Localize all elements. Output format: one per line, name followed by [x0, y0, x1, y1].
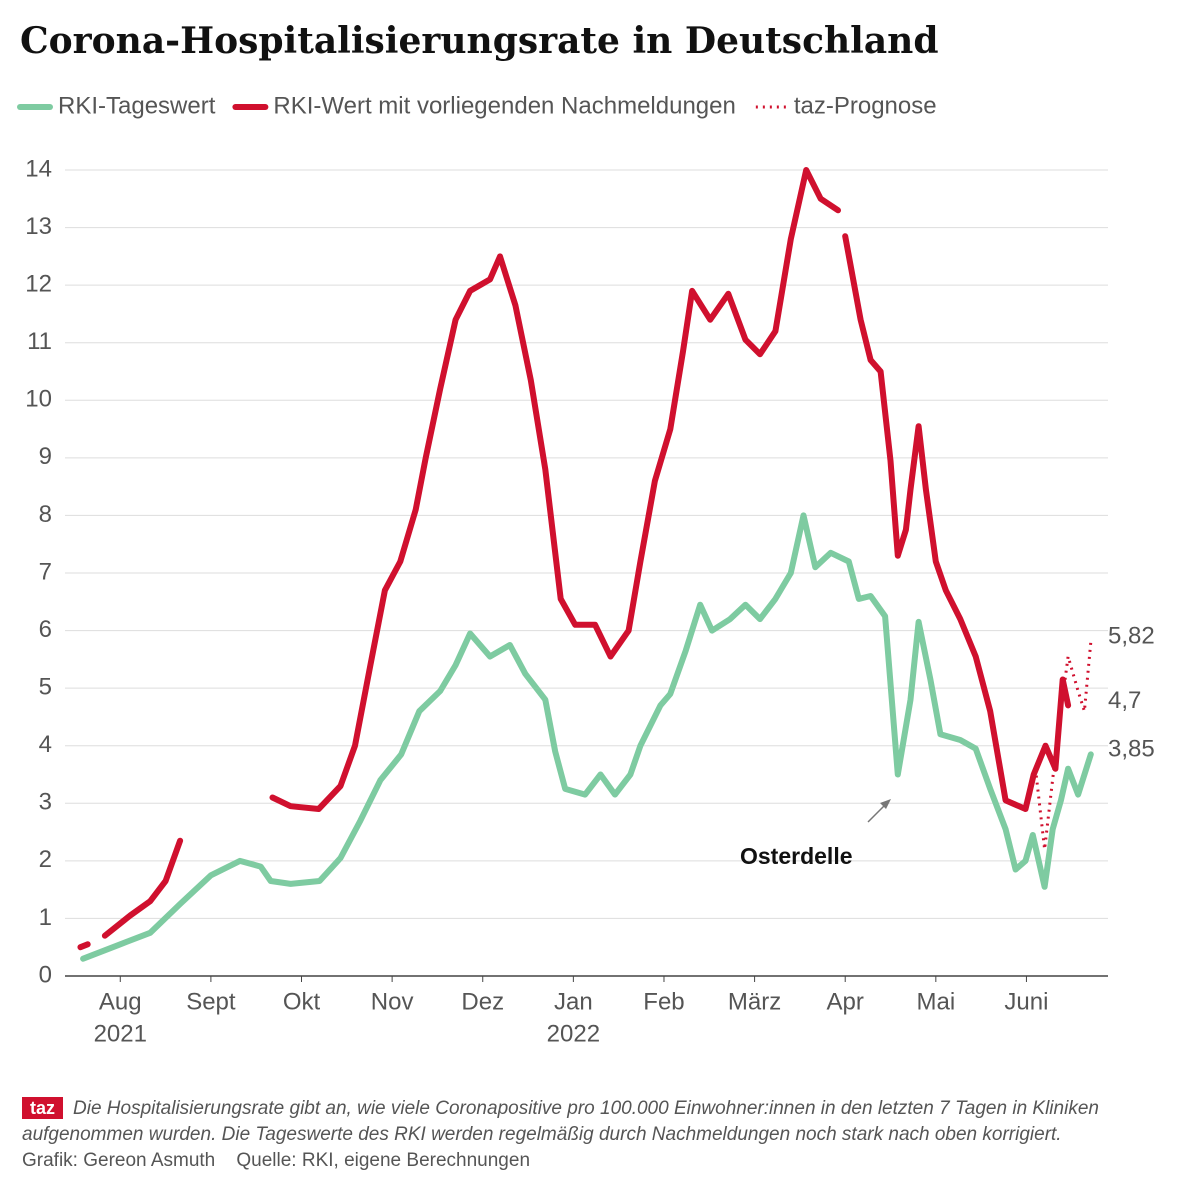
x-tick-label: Aug — [99, 988, 142, 1015]
year-label: 2022 — [547, 1020, 600, 1047]
y-tick-label: 10 — [25, 386, 52, 413]
y-tick-label: 7 — [39, 558, 52, 585]
end-label: 3,85 — [1108, 736, 1155, 763]
y-tick-label: 13 — [25, 213, 52, 240]
y-tick-label: 3 — [39, 789, 52, 816]
x-tick-label: Nov — [371, 988, 414, 1015]
y-tick-label: 6 — [39, 616, 52, 643]
series-line — [842, 233, 1072, 812]
series-line — [101, 837, 184, 939]
legend-label: RKI-Wert mit vorliegenden Nachmeldungen — [273, 92, 735, 119]
y-tick-label: 5 — [39, 673, 52, 700]
x-tick-label: Juni — [1004, 988, 1048, 1015]
x-tick-label: Sept — [186, 988, 236, 1015]
y-tick-label: 9 — [39, 443, 52, 470]
y-tick-label: 8 — [39, 501, 52, 528]
lines — [77, 167, 1094, 962]
footer: taz Die Hospitalisierungsrate gibt an, wi… — [22, 1096, 1182, 1174]
legend-label: taz-Prognose — [794, 92, 937, 119]
arrow-head — [880, 799, 891, 809]
series-line — [80, 512, 1094, 962]
x-tick-label: März — [728, 988, 781, 1015]
x-tick-label: Apr — [827, 988, 864, 1015]
chart: Corona-Hospitalisierungsrate in Deutschl… — [17, 20, 1155, 1047]
end-label: 4,7 — [1108, 687, 1141, 714]
annotation: Osterdelle — [740, 843, 853, 869]
end-label: 5,82 — [1108, 622, 1155, 649]
series-line — [77, 941, 91, 951]
series-line — [269, 167, 841, 812]
x-tick-label: Jan — [554, 988, 593, 1015]
x-tick-label: Dez — [461, 988, 504, 1015]
legend-label: RKI-Tageswert — [58, 92, 216, 119]
y-tick-label: 4 — [39, 731, 52, 758]
footer-credit: Grafik: Gereon Asmuth Quelle: RKI, eigen… — [22, 1150, 531, 1171]
y-tick-label: 0 — [39, 961, 52, 988]
y-tick-label: 11 — [27, 328, 52, 355]
year-label: 2021 — [94, 1020, 147, 1047]
y-tick-label: 12 — [25, 270, 52, 297]
chart-title: Corona-Hospitalisierungsrate in Deutschl… — [20, 20, 939, 62]
y-tick-label: 14 — [25, 155, 52, 182]
x-tick-label: Feb — [643, 988, 684, 1015]
y-tick-label: 2 — [39, 846, 52, 873]
footer-note: Die Hospitalisierungsrate gibt an, wie v… — [22, 1098, 1099, 1145]
x-tick-label: Mai — [916, 988, 955, 1015]
logo: taz — [22, 1097, 64, 1119]
x-tick-label: Okt — [283, 988, 321, 1015]
y-tick-label: 1 — [39, 904, 52, 931]
